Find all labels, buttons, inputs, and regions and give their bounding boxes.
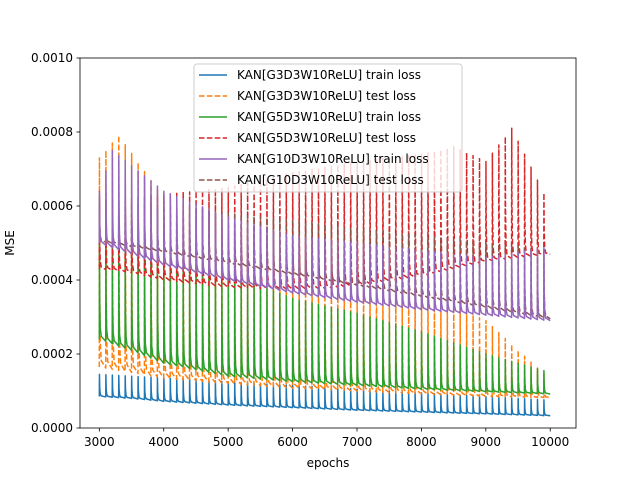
y-tick-label: 0.0002 [31, 347, 73, 361]
y-tick-label: 0.0008 [31, 125, 73, 139]
x-tick-label: 4000 [148, 435, 179, 449]
plot-frame [79, 57, 577, 429]
y-tick-label: 0.0000 [31, 421, 73, 435]
legend-label: KAN[G3D3W10ReLU] train loss [237, 68, 421, 82]
y-axis-label: MSE [3, 230, 17, 256]
legend-label: KAN[G10D3W10ReLU] train loss [237, 152, 429, 166]
x-tick-label: 7000 [342, 435, 373, 449]
axes-layer: 3000 4000 5000 6000 7000 8000 9000 10000 0.0000 0… [31, 51, 577, 449]
x-tick-label: 3000 [84, 435, 115, 449]
series-line-2 [98, 134, 551, 399]
series-line-5 [98, 149, 551, 322]
x-tick-label: 6000 [277, 435, 308, 449]
series-line-1 [98, 373, 551, 417]
y-tick-label: 0.0010 [31, 51, 73, 65]
y-tick-label: 0.0004 [31, 273, 73, 287]
legend-box [193, 63, 463, 193]
legend-label: KAN[G10D3W10ReLU] test loss [237, 173, 424, 187]
legend-label: KAN[G3D3W10ReLU] test loss [237, 89, 416, 103]
series-line-3 [98, 242, 551, 395]
series-layer [98, 127, 551, 417]
legend-label: KAN[G5D3W10ReLU] test loss [237, 131, 416, 145]
y-tick-label: 0.0006 [31, 199, 73, 213]
legend-label: KAN[G5D3W10ReLU] train loss [237, 110, 421, 124]
x-axis-label: epochs [307, 456, 350, 470]
x-tick-label: 10000 [531, 435, 569, 449]
legend: KAN[G3D3W10ReLU] train loss KAN[G3D3W10Re… [193, 63, 463, 193]
x-tick-label: 5000 [213, 435, 244, 449]
x-tick-label: 8000 [406, 435, 437, 449]
x-tick-label: 9000 [471, 435, 502, 449]
